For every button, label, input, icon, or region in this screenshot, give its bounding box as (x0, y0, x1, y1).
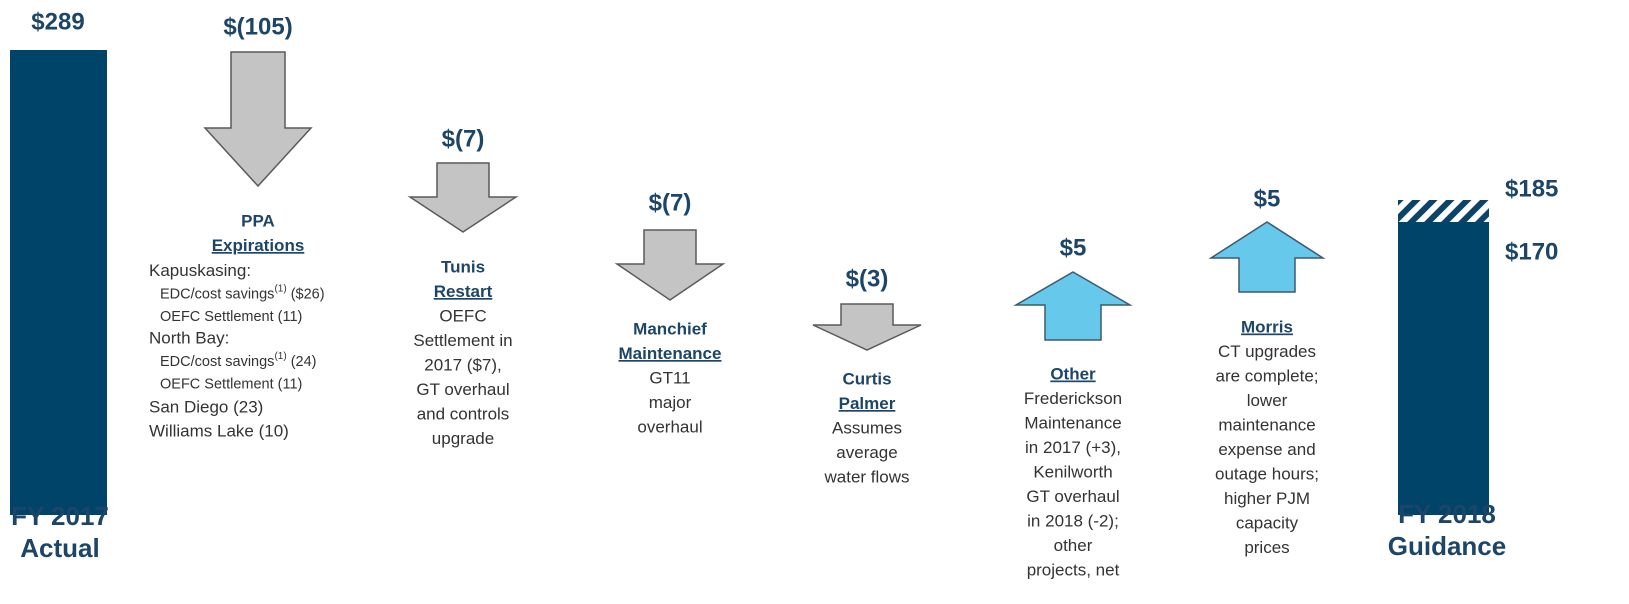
step-detail: maintenance (1218, 415, 1315, 434)
step-detail: EDC/cost savings(1) (24) (160, 351, 317, 370)
footnote-ref: (1) (274, 351, 286, 362)
start-value: $289 (31, 8, 84, 35)
detail-text: Williams Lake (10) (149, 422, 289, 441)
footnote-ref: (1) (274, 283, 286, 294)
detail-text: North Bay: (149, 329, 229, 348)
step-heading: PPA (241, 211, 275, 230)
step-subject: Palmer (839, 394, 896, 413)
step-subject: Expirations (212, 236, 305, 255)
step-detail: Kenilworth (1033, 462, 1112, 481)
step-value: $(3) (846, 265, 889, 292)
step-detail: upgrade (432, 429, 494, 448)
step-detail: lower (1247, 391, 1288, 410)
step-heading: Curtis (842, 369, 891, 388)
step-detail: major (649, 393, 692, 412)
step-detail: North Bay: (149, 329, 229, 348)
step-detail: higher PJM (1224, 489, 1310, 508)
step-detail: OEFC Settlement (11) (160, 376, 302, 392)
detail-text: EDC/cost savings (160, 286, 274, 302)
step-detail: projects, net (1027, 560, 1120, 579)
step-detail: CT upgrades (1218, 342, 1316, 361)
step-value: $5 (1254, 185, 1281, 212)
detail-text: San Diego (23) (149, 398, 263, 417)
step-detail: capacity (1236, 513, 1299, 532)
step-detail: GT overhaul (1026, 487, 1119, 506)
end-range (1398, 200, 1489, 222)
detail-text: (24) (287, 354, 317, 370)
step-detail: expense and (1218, 440, 1315, 459)
step-detail: water flows (823, 467, 909, 486)
end-label: Guidance (1388, 531, 1506, 561)
detail-text: EDC/cost savings (160, 354, 274, 370)
start-label: Actual (20, 533, 99, 563)
step-detail: Maintenance (1024, 413, 1121, 432)
step-subject: Maintenance (619, 344, 722, 363)
down-arrow (614, 229, 726, 301)
step-subject: Morris (1241, 317, 1293, 336)
step-detail: GT11 (649, 368, 690, 387)
step-subject: Other (1050, 364, 1096, 383)
step-detail: Williams Lake (10) (149, 422, 289, 441)
step-detail: are complete; (1216, 366, 1319, 385)
step-detail: overhaul (637, 417, 702, 436)
step-value: $5 (1060, 234, 1087, 261)
step-value: $(7) (442, 125, 485, 152)
end-high: $185 (1505, 175, 1558, 202)
step-detail: OEFC (439, 306, 486, 325)
step-detail: in 2017 (+3), (1025, 438, 1121, 457)
end-label: FY 2018 (1398, 499, 1496, 529)
step-detail: OEFC Settlement (11) (160, 309, 302, 325)
detail-text: Kapuskasing: (149, 261, 251, 280)
step-heading: Tunis (441, 257, 485, 276)
start-bar (10, 50, 107, 515)
step-detail: San Diego (23) (149, 398, 263, 417)
detail-text: OEFC Settlement (11) (160, 376, 302, 392)
detail-text: ($26) (287, 286, 325, 302)
down-arrow (407, 162, 519, 233)
step-subject: Restart (434, 282, 493, 301)
step-detail: in 2018 (-2); (1027, 511, 1119, 530)
step-detail: average (836, 443, 897, 462)
step-value: $(7) (649, 189, 692, 216)
down-arrow (203, 51, 313, 188)
end-low: $170 (1505, 238, 1558, 265)
step-detail: Assumes (832, 418, 902, 437)
step-heading: Manchief (633, 319, 707, 338)
step-detail: EDC/cost savings(1) ($26) (160, 283, 325, 302)
end-bar (1398, 222, 1489, 515)
step-detail: prices (1244, 538, 1289, 557)
up-arrow (1208, 221, 1326, 293)
step-detail: and controls (417, 404, 510, 423)
step-detail: 2017 ($7), (424, 355, 502, 374)
step-detail: Frederickson (1024, 389, 1122, 408)
step-detail: Kapuskasing: (149, 261, 251, 280)
detail-text: OEFC Settlement (11) (160, 309, 302, 325)
step-detail: outage hours; (1215, 464, 1319, 483)
step-detail: Settlement in (413, 331, 512, 350)
up-arrow (1013, 271, 1133, 341)
step-detail: other (1054, 536, 1093, 555)
step-value: $(105) (223, 13, 292, 40)
down-arrow (812, 303, 922, 351)
start-label: FY 2017 (11, 501, 109, 531)
step-detail: GT overhaul (416, 380, 509, 399)
